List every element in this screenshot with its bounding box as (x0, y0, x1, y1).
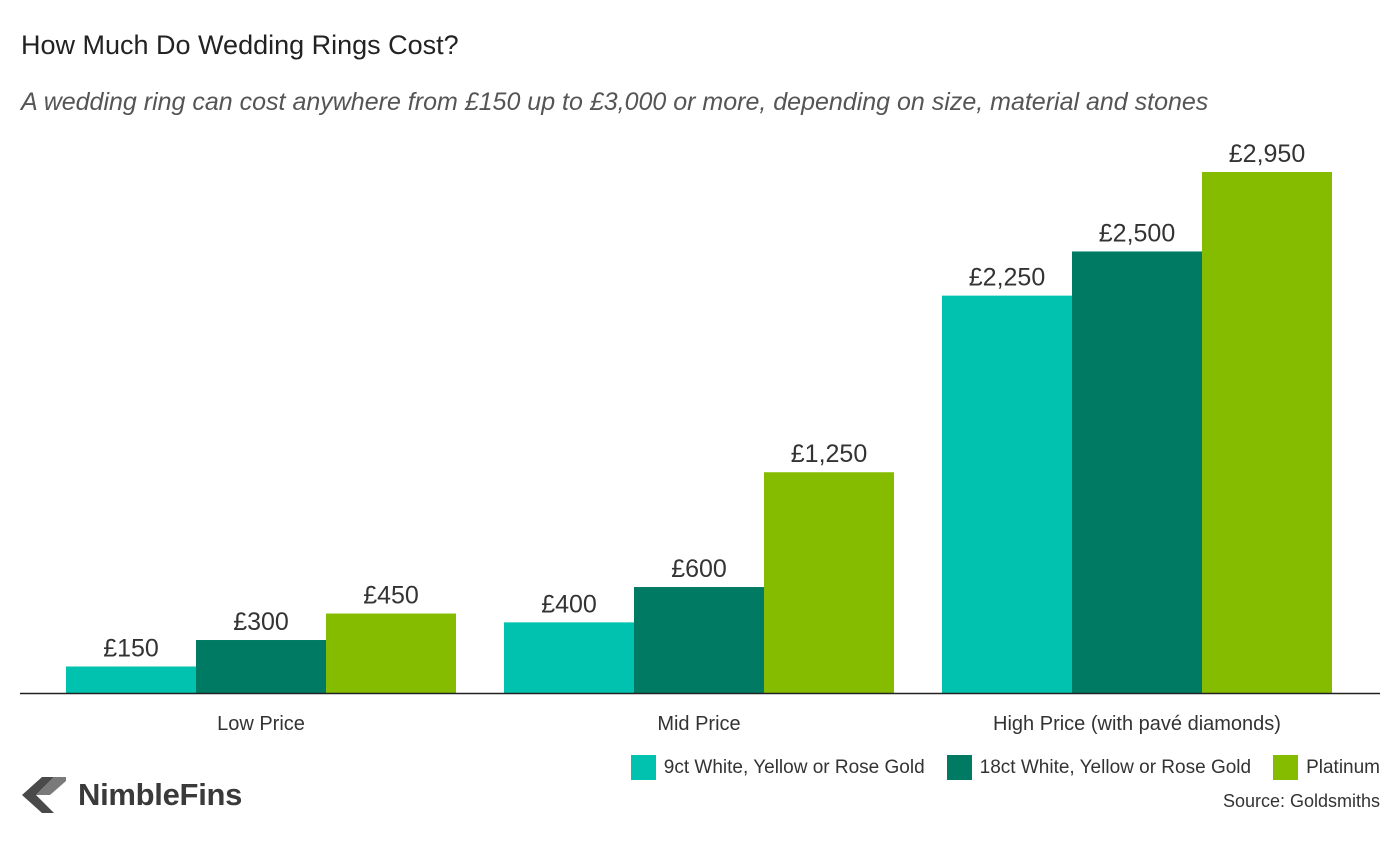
data-label-low-18ct-gold: £300 (233, 608, 289, 636)
data-label-high-9ct-gold: £2,250 (969, 264, 1045, 292)
bar-low-9ct-gold (66, 666, 196, 693)
bar-low-18ct-gold (196, 640, 326, 693)
data-label-low-9ct-gold: £150 (103, 635, 159, 663)
brand-name: NimbleFins (78, 777, 243, 812)
legend-label-9ct-gold: 9ct White, Yellow or Rose Gold (663, 756, 925, 778)
bar-low-platinum (326, 613, 456, 693)
bar-mid-platinum (764, 472, 894, 693)
nimblefins-fin-icon (22, 777, 66, 813)
data-label-high-18ct-gold: £2,500 (1099, 219, 1175, 247)
legend-item-platinum: Platinum (1273, 755, 1380, 780)
source-note: Source: Goldsmiths (1222, 791, 1380, 811)
data-label-mid-9ct-gold: £400 (541, 590, 597, 618)
brand-logo: NimbleFins (20, 775, 242, 815)
data-label-high-platinum: £2,950 (1229, 140, 1305, 168)
legend-swatch-18ct-gold (946, 755, 972, 780)
x-tick-label-mid: Mid Price (657, 713, 740, 735)
legend-label-platinum: Platinum (1306, 756, 1380, 778)
bar-high-platinum (1202, 172, 1332, 693)
legend: 9ct White, Yellow or Rose Gold 18ct Whit… (630, 755, 1380, 780)
bar-high-18ct-gold (1072, 251, 1202, 693)
legend-swatch-platinum (1273, 755, 1299, 780)
legend-item-9ct-gold: 9ct White, Yellow or Rose Gold (630, 755, 925, 780)
legend-swatch-9ct-gold (630, 755, 656, 780)
chart-subtitle: A wedding ring can cost anywhere from £1… (21, 88, 1209, 116)
x-tick-label-low: Low Price (217, 713, 305, 735)
data-label-low-platinum: £450 (363, 582, 419, 610)
bar-mid-9ct-gold (504, 622, 634, 693)
bar-high-9ct-gold (942, 295, 1072, 693)
legend-label-18ct-gold: 18ct White, Yellow or Rose Gold (979, 756, 1252, 778)
data-label-mid-18ct-gold: £600 (671, 555, 727, 583)
bar-mid-18ct-gold (634, 587, 764, 693)
x-tick-label-high: High Price (with pavé diamonds) (993, 713, 1281, 735)
legend-item-18ct-gold: 18ct White, Yellow or Rose Gold (946, 755, 1252, 780)
chart-title: How Much Do Wedding Rings Cost? (21, 30, 459, 60)
data-label-mid-platinum: £1,250 (791, 440, 867, 468)
